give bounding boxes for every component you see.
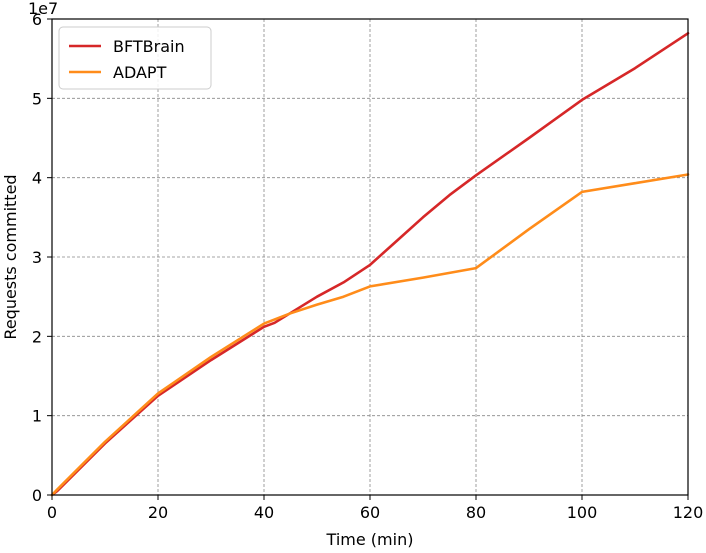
series-layer [50, 31, 690, 497]
legend-label: ADAPT [113, 63, 167, 82]
x-tick-label: 100 [567, 503, 598, 522]
legend-box [58, 26, 212, 90]
y-tick-label: 1 [32, 407, 42, 426]
x-tick-label: 80 [466, 503, 486, 522]
x-tick-label: 20 [148, 503, 168, 522]
y-tick-label: 6 [32, 10, 42, 29]
y-tick-label: 2 [32, 327, 42, 346]
y-axis-multiplier: 1e7 [28, 0, 58, 18]
y-axis-ticks: 0 1 2 3 4 5 6 [32, 10, 52, 505]
series-line-bftbrain [50, 31, 690, 497]
series-line-adapt [50, 173, 690, 497]
y-tick-label: 5 [32, 89, 42, 108]
x-axis-label: Time (min) [326, 530, 414, 549]
y-tick-label: 0 [32, 486, 42, 505]
x-axis-ticks: 0 20 40 60 80 100 120 [47, 495, 703, 522]
y-tick-label: 4 [32, 169, 42, 188]
x-tick-label: 120 [673, 503, 704, 522]
x-tick-label: 0 [47, 503, 57, 522]
x-tick-label: 40 [254, 503, 274, 522]
x-tick-label: 60 [360, 503, 380, 522]
legend-label: BFTBrain [113, 37, 185, 56]
legend: BFTBrain ADAPT [58, 26, 212, 90]
grid-lines [52, 19, 688, 495]
y-axis-label: Requests committed [1, 174, 20, 339]
y-tick-label: 3 [32, 248, 42, 267]
